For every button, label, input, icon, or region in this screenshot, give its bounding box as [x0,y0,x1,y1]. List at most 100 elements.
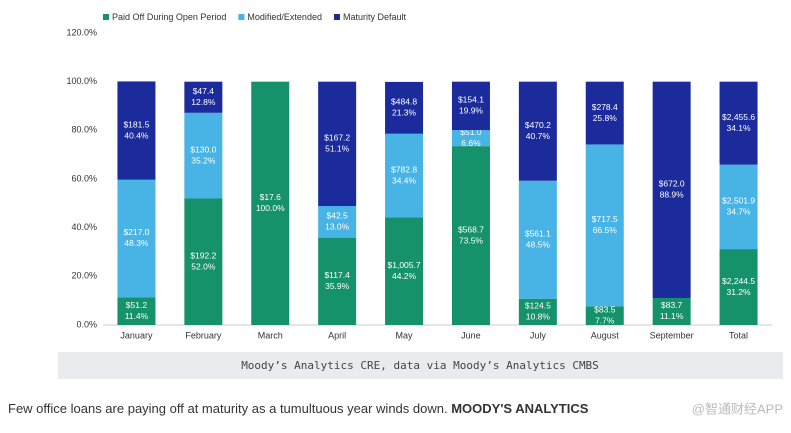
x-tick-label: March [258,330,283,340]
amount-label: $47.4 [193,86,215,96]
legend-label: Modified/Extended [247,12,322,22]
bar-segment [117,81,156,180]
y-tick-label: 0.0% [76,319,97,329]
amount-label: $130.0 [190,144,216,154]
y-tick-label: 120.0% [66,27,97,37]
bar-segment [652,297,691,325]
bar-segment [719,249,758,325]
amount-label: $470.2 [525,120,551,130]
x-tick-label: January [120,330,153,340]
amount-label: $181.5 [123,119,149,129]
bar-segment [585,81,624,145]
value-label: 100.0% [256,203,285,213]
amount-label: $782.8 [391,164,417,174]
amount-label: $2,455.6 [722,112,755,122]
amount-label: $83.5 [594,304,616,314]
value-label: 11.1% [660,311,684,321]
value-label: 19.9% [459,106,484,116]
amount-label: $154.1 [458,95,484,105]
value-label: 52.0% [191,261,216,271]
source-box [58,352,783,379]
bar-segment [117,179,156,298]
amount-label: $42.5 [327,211,349,221]
bar-segment [451,81,490,131]
amount-label: $51.0 [460,127,482,137]
bar-segment [318,81,357,207]
x-tick-label: Total [729,330,748,340]
amount-label: $2,244.5 [722,276,755,286]
x-tick-label: July [530,330,547,340]
x-tick-label: June [461,330,481,340]
caption-credit: MOODY'S ANALYTICS [451,401,589,416]
bar-segment [318,206,357,238]
value-label: 40.7% [526,131,551,141]
value-label: 35.9% [325,281,350,291]
value-label: 48.3% [124,238,149,248]
bar-segment [385,133,424,218]
x-tick-label: May [396,330,414,340]
bar-segment [385,81,424,134]
source: Moody’s Analytics CRE, data via Moody’s … [241,359,599,372]
amount-label: $167.2 [324,133,350,143]
bar-segment [585,306,624,325]
y-tick-label: 80.0% [71,125,97,135]
value-label: 51.1% [325,144,350,154]
bar-segment [451,130,490,147]
amount-label: $192.2 [190,250,216,260]
value-label: 10.8% [526,312,551,322]
amount-label: $217.0 [123,227,149,237]
bar-segment [585,144,624,307]
value-label: 7.7% [595,315,615,325]
bar-segment [719,164,758,250]
amount-label: $278.4 [592,102,618,112]
x-tick-label: February [185,330,222,340]
value-label: 25.8% [593,113,618,123]
value-label: 12.8% [191,97,216,107]
value-label: 48.5% [526,239,551,249]
amount-label: $51.2 [126,300,148,310]
value-label: 40.4% [124,130,149,140]
caption: Few office loans are paying off at matur… [8,401,589,416]
x-tick-label: September [650,330,694,340]
amount-label: $561.1 [525,228,551,238]
value-label: 34.7% [726,207,751,217]
value-label: 73.5% [459,235,484,245]
amount-label: $83.7 [661,300,683,310]
value-label: 6.6% [461,138,481,148]
bar-segment [117,297,156,325]
amount-label: $568.7 [458,224,484,234]
bar-segment [518,180,557,299]
legend-swatch [333,14,340,20]
bar-segment [385,217,424,325]
bar-segment [184,112,223,199]
value-label: 44.2% [392,271,417,281]
amount-label: $117.4 [324,270,350,280]
legend-label: Maturity Default [343,12,407,22]
amount-label: $484.8 [391,97,417,107]
value-label: 88.9% [660,190,685,200]
y-tick-label: 40.0% [71,222,97,232]
value-label: 34.4% [392,175,417,185]
y-tick-label: 100.0% [66,76,97,86]
bar-segment [719,81,758,165]
value-label: 34.1% [726,123,751,133]
caption-text: Few office loans are paying off at matur… [8,401,448,416]
bar-segment [184,198,223,325]
amount-label: $2,501.9 [722,196,755,206]
y-tick-label: 60.0% [71,173,97,183]
amount-label: $1,005.7 [388,260,421,270]
legend-swatch [238,14,245,20]
amount-label: $717.5 [592,214,618,224]
bar-segment [518,298,557,325]
amount-label: $124.5 [525,301,551,311]
bar-segment [251,81,290,326]
legend-swatch [103,14,109,20]
bar-segment [518,81,557,181]
value-label: 35.2% [191,155,216,165]
amount-label: $17.6 [260,192,282,202]
watermark: @智通财经APP [692,401,783,416]
legend-label: Paid Off During Open Period [112,12,226,22]
bar-segment [184,81,223,113]
